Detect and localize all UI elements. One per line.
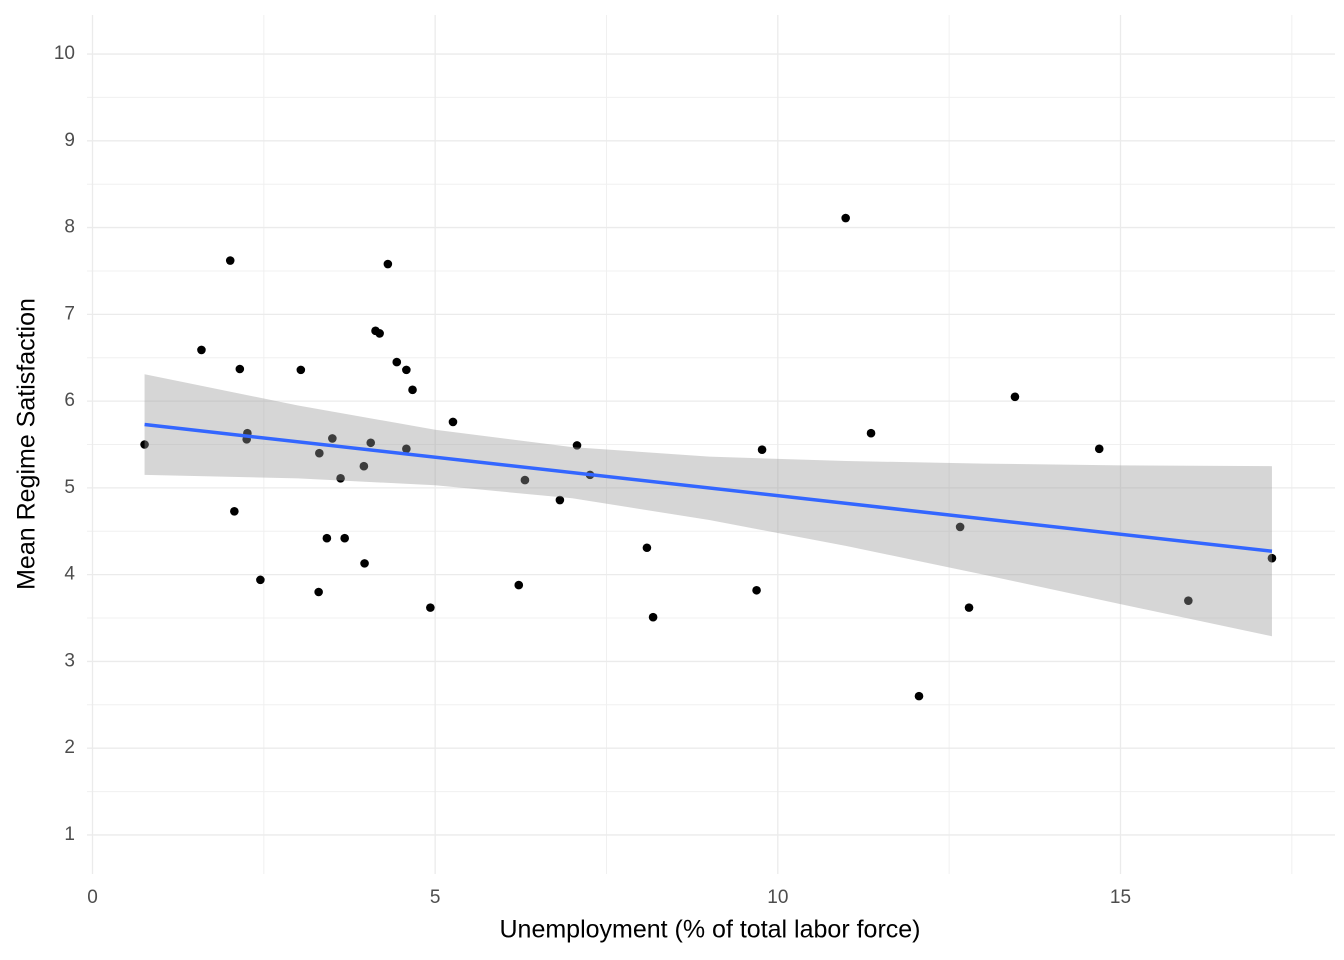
point xyxy=(964,603,974,612)
point xyxy=(1010,392,1020,402)
point xyxy=(1184,596,1193,605)
confidence-band xyxy=(144,374,1272,637)
point xyxy=(328,434,337,443)
point xyxy=(408,385,417,395)
y-tick-label: 9 xyxy=(64,130,75,151)
point xyxy=(315,448,324,458)
point xyxy=(375,329,384,338)
y-tick-label: 10 xyxy=(54,43,75,64)
point xyxy=(197,345,206,355)
point xyxy=(322,533,332,543)
point xyxy=(514,580,524,590)
point xyxy=(256,575,265,585)
point xyxy=(402,365,411,375)
x-tick-label: 15 xyxy=(1110,887,1131,908)
point xyxy=(383,259,393,269)
point xyxy=(955,522,965,532)
point xyxy=(1094,444,1104,454)
point xyxy=(555,495,565,505)
y-tick-label: 5 xyxy=(64,477,75,498)
point xyxy=(520,475,530,485)
point xyxy=(572,441,582,450)
point xyxy=(230,507,239,516)
point xyxy=(841,213,850,223)
point xyxy=(225,256,235,265)
point xyxy=(648,612,658,622)
point xyxy=(392,357,402,367)
y-tick-label: 4 xyxy=(64,564,75,585)
point xyxy=(359,461,369,471)
point xyxy=(360,559,369,568)
x-tick-label: 10 xyxy=(767,887,788,908)
x-tick-label: 0 xyxy=(87,887,98,908)
y-tick-label: 3 xyxy=(64,650,75,671)
point xyxy=(426,603,435,612)
point xyxy=(235,364,245,374)
y-tick-label: 6 xyxy=(64,390,75,411)
point xyxy=(314,587,323,597)
point xyxy=(402,444,411,454)
y-tick-label: 1 xyxy=(64,824,75,845)
point xyxy=(757,445,767,455)
regression-line xyxy=(144,422,1273,553)
x-tick-label: 5 xyxy=(430,887,441,908)
point xyxy=(642,543,652,553)
point xyxy=(914,691,924,701)
y-tick-label: 2 xyxy=(64,737,75,758)
point xyxy=(866,428,876,438)
y-axis-title: Mean Regime Satisfaction xyxy=(13,298,41,590)
point xyxy=(366,438,376,448)
point xyxy=(448,417,458,427)
x-axis-title: Unemployment (% of total labor force) xyxy=(499,916,920,944)
point xyxy=(296,365,306,375)
y-tick-label: 7 xyxy=(64,303,75,324)
point xyxy=(140,440,149,449)
y-tick-label: 8 xyxy=(64,217,75,238)
point xyxy=(336,474,345,483)
point xyxy=(340,533,349,543)
point xyxy=(1267,553,1277,563)
point xyxy=(752,585,761,595)
